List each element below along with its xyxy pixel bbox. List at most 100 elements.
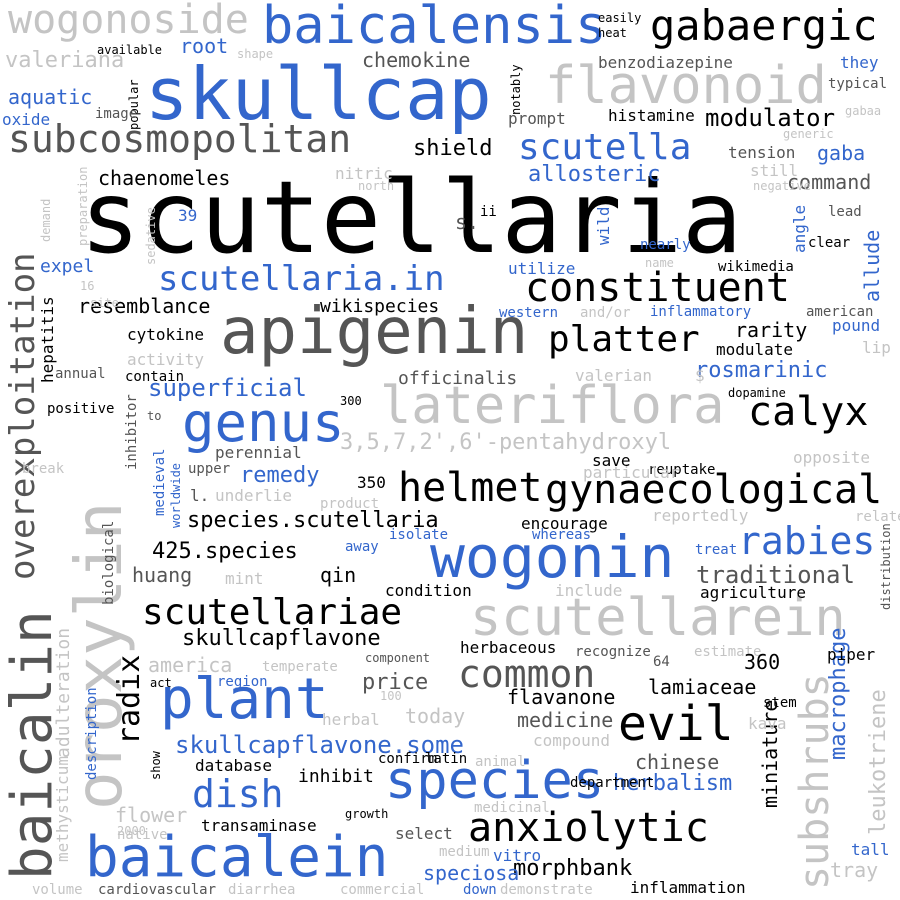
word-cardiovascular: cardiovascular xyxy=(98,882,217,898)
word-baicalensis: baicalensis xyxy=(262,0,607,56)
word-medicine: medicine xyxy=(517,708,614,732)
word-helmet: helmet xyxy=(398,465,543,511)
word-reportedly: reportedly xyxy=(652,506,749,525)
word-command: command xyxy=(787,170,872,194)
word-product: product xyxy=(320,496,380,512)
word-volume: volume xyxy=(32,882,83,898)
word-american: american xyxy=(806,304,874,320)
word-popular: popular xyxy=(127,79,141,130)
word-skullcap: skullcap xyxy=(145,52,492,136)
word-away: away xyxy=(345,539,379,555)
word-leukotriene: leukotriene xyxy=(866,689,891,835)
word-rarity: rarity xyxy=(735,318,808,342)
word-medieval: medieval xyxy=(152,448,168,516)
word-adulteration: adulteration xyxy=(53,627,74,758)
word-demand: demand xyxy=(39,198,53,242)
word-down: down xyxy=(463,882,497,898)
word-wikispecies: wikispecies xyxy=(320,296,440,317)
word-wild: wild xyxy=(594,206,613,245)
word-component: component xyxy=(365,651,431,665)
word-3-5-7-2-6-pentahydroxyl: 3,5,7,2',6'-pentahydroxyl xyxy=(340,430,672,455)
word-lip: lip xyxy=(862,338,891,357)
word-nearly: nearly xyxy=(640,237,691,253)
word-mint: mint xyxy=(225,569,264,588)
word-biological: biological xyxy=(101,520,117,605)
word-huang: huang xyxy=(132,563,193,587)
word-speciosa: speciosa xyxy=(423,861,520,885)
word-database: database xyxy=(195,756,273,775)
word-scutellaria-in: scutellaria.in xyxy=(158,259,445,299)
word-calyx: calyx xyxy=(748,389,869,435)
word-gynaecological: gynaecological xyxy=(545,467,883,513)
word-baicalein: baicalein xyxy=(85,825,389,890)
word-whereas: whereas xyxy=(532,527,592,543)
word-shield: shield xyxy=(413,136,493,161)
word-angle: angle xyxy=(790,204,809,253)
word-available: available xyxy=(97,43,163,57)
word-clear: clear xyxy=(808,235,851,251)
word-benzodiazepine: benzodiazepine xyxy=(598,53,733,72)
word-include: include xyxy=(555,581,623,600)
word-perennial: perennial xyxy=(215,443,302,462)
word-show: show xyxy=(149,751,163,780)
word-generic: generic xyxy=(783,127,834,141)
word-species: species xyxy=(385,751,605,811)
word-traditional: traditional xyxy=(696,561,855,589)
word-tray: tray xyxy=(830,858,879,882)
word-animal: animal xyxy=(475,754,526,770)
word-100: 100 xyxy=(380,689,402,703)
word-dopamine: dopamine xyxy=(728,386,786,400)
word-overexploitation: overexploitation xyxy=(3,252,43,580)
word-constituent: constituent xyxy=(525,265,790,311)
word-flavanone: flavanone xyxy=(507,685,616,709)
word-native: native xyxy=(117,827,168,843)
word-plant: plant xyxy=(160,667,329,732)
word-2000: 2000 xyxy=(117,824,146,838)
word-compound: compound xyxy=(533,731,611,750)
word-condition: condition xyxy=(385,581,472,600)
word-opposite: opposite xyxy=(793,448,871,467)
word-shape: shape xyxy=(237,47,274,61)
word-flavonoid: flavonoid xyxy=(545,56,827,116)
word-nitric: nitric xyxy=(335,164,393,183)
word-genus: genus xyxy=(182,391,345,454)
word-inflammatory: inflammatory xyxy=(650,304,752,320)
word-break: break xyxy=(22,461,65,477)
word-apigenin: apigenin xyxy=(220,295,529,369)
word-medicinal: medicinal xyxy=(474,800,550,816)
word-typical: typical xyxy=(828,76,888,92)
word-demonstrate: demonstrate xyxy=(500,882,593,898)
word-encourage: encourage xyxy=(521,514,608,533)
word-sedative: sedative xyxy=(144,207,158,265)
word-gabaa: gabaa xyxy=(845,104,882,118)
word-contain: contain xyxy=(125,369,185,385)
word-notably: notably xyxy=(509,64,523,115)
word-valerian: valerian xyxy=(575,366,653,385)
word-modulate: modulate xyxy=(716,340,794,359)
word-prompt: prompt xyxy=(508,109,566,128)
word-tension: tension xyxy=(728,143,796,162)
word-subcosmopolitan: subcosmopolitan xyxy=(8,117,352,161)
word-resemblance: resemblance xyxy=(78,294,211,318)
word-morphbank: morphbank xyxy=(513,856,633,881)
word-herbal: herbal xyxy=(322,710,380,729)
word-64: 64 xyxy=(653,654,670,670)
word-gaba: gaba xyxy=(817,141,866,165)
word-inhibit: inhibit xyxy=(298,766,374,787)
word-treat: treat xyxy=(695,542,738,558)
word-piper: piper xyxy=(827,645,876,664)
word-image: image xyxy=(95,106,138,122)
word-today: today xyxy=(405,704,466,728)
word-wogonoside: wogonoside xyxy=(8,0,249,43)
word-stem: stem xyxy=(763,695,797,711)
word-lamiaceae: lamiaceae xyxy=(648,675,757,699)
word-transaminase: transaminase xyxy=(201,816,317,835)
word-root: root xyxy=(180,34,229,58)
word-allosteric: allosteric xyxy=(528,162,661,187)
word-skullcapflavone-some: skullcapflavone.some xyxy=(175,731,464,759)
word-425-species: 425.species xyxy=(152,539,298,564)
word-reuptake: reuptake xyxy=(648,462,716,478)
word-rabies: rabies xyxy=(738,519,876,563)
word-to: to xyxy=(147,409,162,423)
